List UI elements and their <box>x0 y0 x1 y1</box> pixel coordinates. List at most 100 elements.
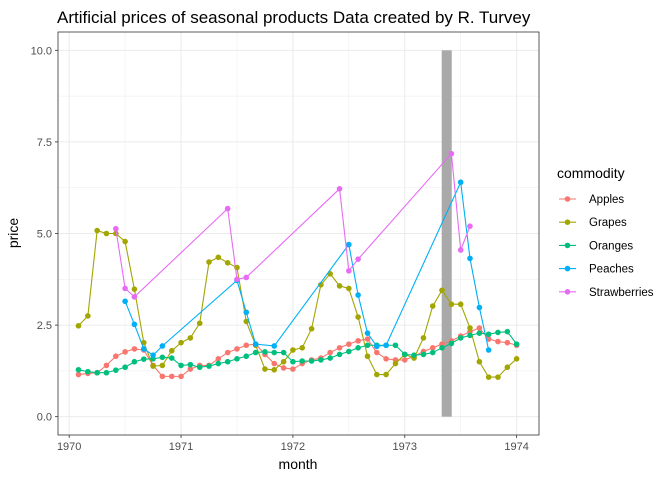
data-point-grapes <box>439 287 445 294</box>
data-point-oranges <box>75 366 82 373</box>
data-point-grapes <box>290 347 296 353</box>
data-point-oranges <box>448 340 455 347</box>
legend-item-apples: Apples <box>559 194 624 206</box>
data-point-apples <box>374 349 380 356</box>
series-layer <box>75 150 520 380</box>
data-point-apples <box>495 338 501 345</box>
data-point-apples <box>178 373 184 380</box>
data-point-oranges <box>206 363 212 369</box>
data-point-oranges <box>504 328 511 335</box>
data-point-oranges <box>476 330 483 336</box>
data-point-apples <box>504 339 511 346</box>
data-point-grapes <box>495 374 501 380</box>
data-point-peaches <box>131 321 138 328</box>
data-point-oranges <box>140 356 147 362</box>
legend-label-apples: Apples <box>589 194 624 206</box>
data-point-oranges <box>178 362 184 369</box>
data-point-oranges <box>103 369 110 376</box>
data-point-grapes <box>271 366 278 373</box>
x-tick-label: 1970 <box>57 441 81 453</box>
data-point-apples <box>485 336 492 342</box>
data-point-apples <box>131 346 138 352</box>
data-point-strawberries <box>355 256 361 262</box>
data-point-oranges <box>196 364 203 371</box>
data-point-peaches <box>457 179 464 186</box>
data-point-grapes <box>178 339 184 346</box>
data-point-apples <box>476 325 483 331</box>
data-point-apples <box>113 353 119 360</box>
data-point-grapes <box>215 254 222 261</box>
series-oranges <box>75 328 520 376</box>
data-point-oranges <box>513 341 520 347</box>
data-point-grapes <box>485 374 492 380</box>
data-point-grapes <box>187 335 194 341</box>
data-point-oranges <box>224 358 231 365</box>
data-point-grapes <box>476 358 483 365</box>
highlight-band-layer <box>441 50 452 417</box>
legend-item-strawberries: Strawberries <box>559 287 654 299</box>
data-point-grapes <box>168 347 175 354</box>
data-point-strawberries <box>467 223 473 229</box>
data-point-apples <box>224 349 231 356</box>
data-point-oranges <box>364 342 371 349</box>
y-tick-label: 5.0 <box>37 229 52 241</box>
legend-key-point-grapes <box>564 219 571 225</box>
data-point-oranges <box>429 349 436 356</box>
data-point-oranges <box>420 351 427 358</box>
data-point-oranges <box>122 364 128 371</box>
data-point-oranges <box>392 342 399 349</box>
legend-item-grapes: Grapes <box>559 217 627 229</box>
data-point-grapes <box>383 371 389 378</box>
data-point-oranges <box>94 369 100 376</box>
x-axis-title: month <box>279 456 318 472</box>
data-point-apples <box>364 336 371 342</box>
data-point-grapes <box>346 285 352 292</box>
data-point-apples <box>336 345 343 351</box>
data-point-peaches <box>140 346 147 352</box>
data-point-grapes <box>374 371 380 378</box>
data-point-oranges <box>467 332 473 339</box>
legend-key-point-oranges <box>564 242 571 249</box>
data-point-oranges <box>355 345 361 351</box>
data-point-oranges <box>411 352 417 358</box>
data-point-grapes <box>392 360 399 367</box>
legend-label-peaches: Peaches <box>589 264 634 276</box>
data-point-oranges <box>485 331 492 338</box>
data-point-grapes <box>224 260 231 266</box>
data-point-oranges <box>168 355 175 361</box>
data-point-oranges <box>234 355 240 362</box>
legend-label-grapes: Grapes <box>589 217 627 229</box>
data-point-strawberries <box>131 294 138 300</box>
data-point-grapes <box>364 353 371 360</box>
data-point-apples <box>271 360 278 367</box>
data-point-peaches <box>485 347 492 353</box>
series-strawberries <box>113 150 473 300</box>
legend-item-oranges: Oranges <box>559 240 633 252</box>
data-point-apples <box>234 346 240 352</box>
data-point-strawberries <box>224 205 231 212</box>
series-line-grapes <box>78 229 517 378</box>
y-tick-label: 2.5 <box>37 320 52 332</box>
data-point-apples <box>401 357 408 363</box>
data-point-grapes <box>131 286 138 292</box>
data-point-grapes <box>318 281 324 288</box>
data-point-strawberries <box>243 274 250 281</box>
data-point-strawberries <box>346 268 352 274</box>
data-point-peaches <box>467 255 473 262</box>
data-point-oranges <box>401 351 408 358</box>
data-point-peaches <box>122 298 128 305</box>
axes-layer: 1970 1971 1972 1973 1974 0.0 2.5 5.0 7.5 10.0 <box>31 45 529 453</box>
data-point-grapes <box>196 320 203 327</box>
data-point-grapes <box>355 314 361 320</box>
data-point-strawberries <box>457 247 464 253</box>
data-point-apples <box>429 345 436 351</box>
data-point-grapes <box>299 345 305 351</box>
data-point-grapes <box>457 301 464 308</box>
x-tick-label: 1973 <box>393 441 417 453</box>
data-point-oranges <box>215 360 222 367</box>
data-point-strawberries <box>122 285 128 292</box>
x-tick-label: 1971 <box>169 441 193 453</box>
data-point-apples <box>187 366 194 372</box>
